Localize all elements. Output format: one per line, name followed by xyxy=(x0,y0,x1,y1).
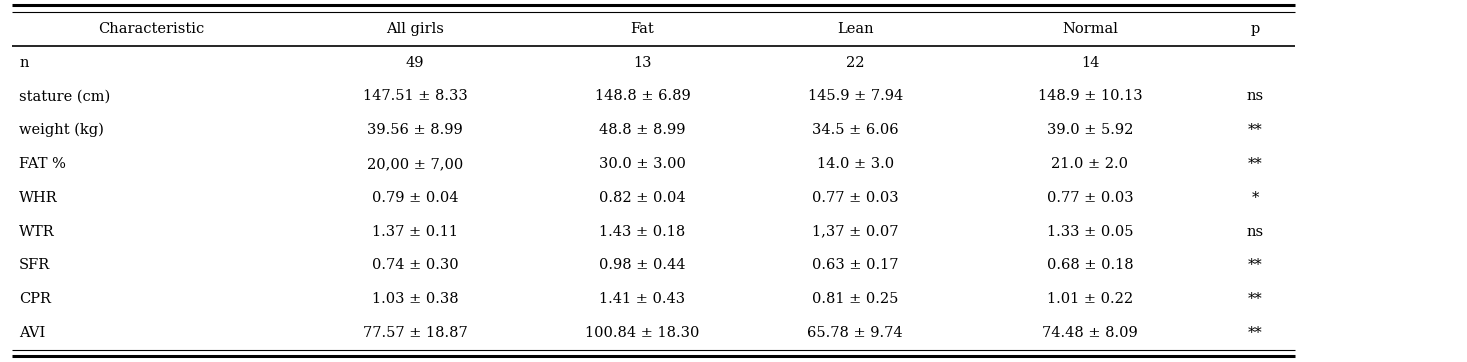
Text: weight (kg): weight (kg) xyxy=(19,123,104,138)
Text: **: ** xyxy=(1247,123,1263,137)
Text: FAT %: FAT % xyxy=(19,157,66,171)
Text: 1.41 ± 0.43: 1.41 ± 0.43 xyxy=(600,292,685,306)
Text: 0.81 ± 0.25: 0.81 ± 0.25 xyxy=(813,292,898,306)
Text: 1.03 ± 0.38: 1.03 ± 0.38 xyxy=(371,292,459,306)
Text: 1.43 ± 0.18: 1.43 ± 0.18 xyxy=(600,224,685,239)
Text: **: ** xyxy=(1247,258,1263,272)
Text: WTR: WTR xyxy=(19,224,54,239)
Text: *: * xyxy=(1251,191,1259,205)
Text: 148.8 ± 6.89: 148.8 ± 6.89 xyxy=(594,89,691,104)
Text: 0.98 ± 0.44: 0.98 ± 0.44 xyxy=(600,258,685,272)
Text: 1.37 ± 0.11: 1.37 ± 0.11 xyxy=(373,224,458,239)
Text: 100.84 ± 18.30: 100.84 ± 18.30 xyxy=(585,326,700,340)
Text: **: ** xyxy=(1247,326,1263,340)
Text: 39.0 ± 5.92: 39.0 ± 5.92 xyxy=(1047,123,1133,137)
Text: 48.8 ± 8.99: 48.8 ± 8.99 xyxy=(600,123,685,137)
Text: CPR: CPR xyxy=(19,292,51,306)
Text: 13: 13 xyxy=(634,56,651,70)
Text: All girls: All girls xyxy=(386,22,445,36)
Text: 65.78 ± 9.74: 65.78 ± 9.74 xyxy=(807,326,904,340)
Text: 0.77 ± 0.03: 0.77 ± 0.03 xyxy=(1046,191,1134,205)
Text: WHR: WHR xyxy=(19,191,57,205)
Text: 0.63 ± 0.17: 0.63 ± 0.17 xyxy=(813,258,898,272)
Text: p: p xyxy=(1250,22,1260,36)
Text: 1.01 ± 0.22: 1.01 ± 0.22 xyxy=(1047,292,1133,306)
Text: 21.0 ± 2.0: 21.0 ± 2.0 xyxy=(1052,157,1128,171)
Text: stature (cm): stature (cm) xyxy=(19,89,110,104)
Text: 148.9 ± 10.13: 148.9 ± 10.13 xyxy=(1037,89,1143,104)
Text: n: n xyxy=(19,56,28,70)
Text: 49: 49 xyxy=(406,56,424,70)
Text: 74.48 ± 8.09: 74.48 ± 8.09 xyxy=(1042,326,1138,340)
Text: **: ** xyxy=(1247,157,1263,171)
Text: 34.5 ± 6.06: 34.5 ± 6.06 xyxy=(811,123,899,137)
Text: 14.0 ± 3.0: 14.0 ± 3.0 xyxy=(817,157,893,171)
Text: Fat: Fat xyxy=(631,22,654,36)
Text: **: ** xyxy=(1247,292,1263,306)
Text: AVI: AVI xyxy=(19,326,45,340)
Text: 20,00 ± 7,00: 20,00 ± 7,00 xyxy=(367,157,464,171)
Text: 145.9 ± 7.94: 145.9 ± 7.94 xyxy=(808,89,902,104)
Text: 0.77 ± 0.03: 0.77 ± 0.03 xyxy=(811,191,899,205)
Text: 1.33 ± 0.05: 1.33 ± 0.05 xyxy=(1047,224,1133,239)
Text: 30.0 ± 3.00: 30.0 ± 3.00 xyxy=(599,157,687,171)
Text: 1,37 ± 0.07: 1,37 ± 0.07 xyxy=(813,224,898,239)
Text: 39.56 ± 8.99: 39.56 ± 8.99 xyxy=(367,123,464,137)
Text: 0.68 ± 0.18: 0.68 ± 0.18 xyxy=(1046,258,1134,272)
Text: Characteristic: Characteristic xyxy=(98,22,204,36)
Text: 0.82 ± 0.04: 0.82 ± 0.04 xyxy=(599,191,687,205)
Text: Normal: Normal xyxy=(1062,22,1118,36)
Text: 77.57 ± 18.87: 77.57 ± 18.87 xyxy=(362,326,468,340)
Text: SFR: SFR xyxy=(19,258,50,272)
Text: 0.79 ± 0.04: 0.79 ± 0.04 xyxy=(373,191,458,205)
Text: 147.51 ± 8.33: 147.51 ± 8.33 xyxy=(362,89,468,104)
Text: 22: 22 xyxy=(846,56,864,70)
Text: 14: 14 xyxy=(1081,56,1099,70)
Text: ns: ns xyxy=(1247,89,1263,104)
Text: Lean: Lean xyxy=(838,22,873,36)
Text: ns: ns xyxy=(1247,224,1263,239)
Text: 0.74 ± 0.30: 0.74 ± 0.30 xyxy=(371,258,459,272)
